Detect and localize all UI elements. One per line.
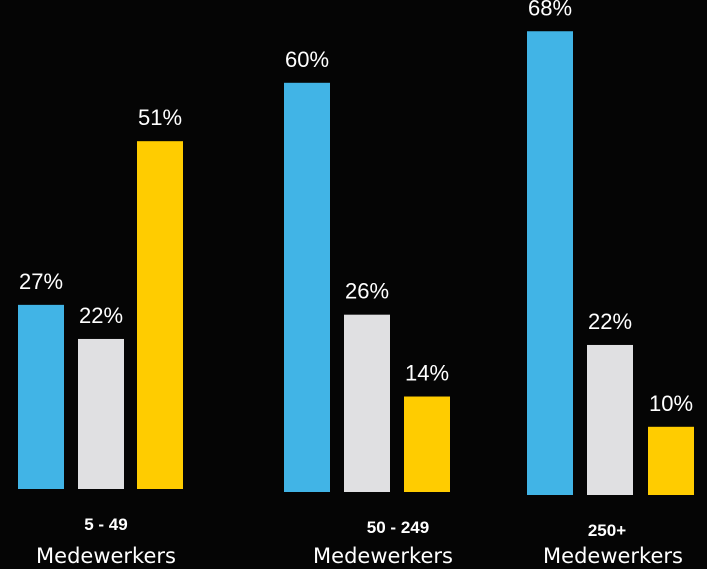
value-label-group3-series1: 68% (528, 0, 572, 20)
value-label-group1-series3: 51% (138, 105, 182, 130)
bar-group1-series1 (18, 304, 64, 489)
value-label-group2-series1: 60% (285, 47, 329, 72)
value-label-group3-series2: 22% (588, 309, 632, 334)
bar-group2-series1 (284, 82, 330, 493)
category-label-1: 5 - 49 (84, 515, 127, 534)
value-label-group1-series1: 27% (19, 269, 63, 294)
bar-group2-series3 (404, 396, 450, 492)
bar-group3-series1 (527, 31, 573, 496)
value-label-group2-series2: 26% (345, 279, 389, 304)
category-label-2: 50 - 249 (367, 518, 429, 537)
category-sublabel-2: Medewerkers (313, 544, 453, 568)
bar-group3-series2 (587, 344, 633, 495)
category-sublabel-1: Medewerkers (36, 544, 176, 568)
bar-group1-series3 (137, 141, 183, 489)
value-label-group3-series3: 10% (649, 391, 693, 416)
bar-group2-series2 (344, 314, 390, 492)
category-label-3: 250+ (588, 521, 626, 540)
bar-group3-series3 (648, 426, 694, 495)
category-sublabel-3: Medewerkers (543, 544, 683, 568)
value-label-group1-series2: 22% (79, 303, 123, 328)
bar-group1-series2 (78, 338, 124, 489)
value-label-group2-series3: 14% (405, 361, 449, 386)
